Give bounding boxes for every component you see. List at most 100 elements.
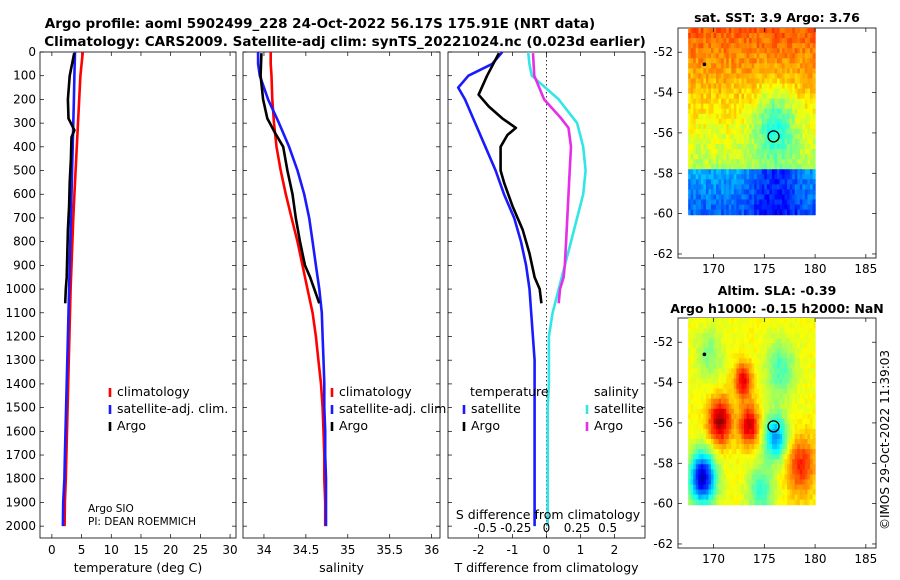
x-tick-label: 34.5: [293, 543, 320, 557]
x-axis-label: temperature (deg C): [74, 560, 203, 575]
y-tick-label: 2000: [5, 519, 36, 533]
y-tick-label: 1000: [5, 282, 36, 296]
map-x-tick-label: 180: [804, 552, 827, 566]
x-tick-label: 30: [222, 543, 237, 557]
legend-label: climatology: [117, 384, 190, 399]
series-line-s-argo: [531, 53, 573, 304]
side-credit: ©IMOS 29-Oct-2022 11:39:03: [878, 350, 892, 530]
series-line-climatology: [63, 51, 85, 527]
legend-label: satellite: [594, 401, 644, 416]
difference-panel: -2 -1 0 1 2 T difference from climatology -0.5…: [447, 51, 646, 575]
sst-map-panel: 170 175 180 185 -52 -54 -56 -58 -60 -62 sat. SST: …: [653, 10, 877, 276]
legend-label: satellite: [471, 401, 521, 416]
y-tick-label: 1300: [5, 353, 36, 367]
y-tick-label: 600: [13, 187, 36, 201]
x-tick-label: -2: [473, 543, 485, 557]
map-y-tick-label: -58: [653, 456, 673, 470]
y-tick-label: 800: [13, 235, 36, 249]
map-y-tick-label: -52: [653, 45, 673, 59]
series-line-s-satellite: [526, 51, 587, 527]
map-x-tick-label: 170: [702, 552, 725, 566]
previous-position-marker: [702, 352, 707, 357]
x-tick-label: 10: [104, 543, 119, 557]
y-tick-label: 500: [13, 164, 36, 178]
y-tick-label: 1400: [5, 377, 36, 391]
x-tick-label: 2: [611, 543, 619, 557]
salinity-panel: 34 34.5 35 35.5 36 salinity climatology satelli…: [242, 51, 450, 575]
sla-map-title-1: Altim. SLA: -0.39: [718, 283, 837, 298]
y-tick-label: 1700: [5, 448, 36, 462]
y-tick-label: 1800: [5, 472, 36, 486]
series-line-satellite-adj-clim-: [61, 51, 77, 527]
y-tick-label: 100: [13, 69, 36, 83]
temperature-panel: 0 5 10 15 20 25 30 temperature (deg C) 0 100 200 30…: [5, 45, 237, 575]
credit-line2: PI: DEAN ROEMMICH: [88, 516, 196, 528]
legend-label: satellite-adj. clim.: [339, 401, 450, 416]
credit-line1: Argo SIO: [88, 503, 134, 515]
y-tick-label: 200: [13, 92, 36, 106]
s-tick-label: -0.25: [500, 521, 531, 535]
map-field: [688, 28, 816, 216]
x-tick-label: 34: [256, 543, 271, 557]
map-y-tick-label: -52: [653, 335, 673, 349]
map-y-tick-label: -54: [653, 376, 673, 390]
x-tick-label: 0: [543, 543, 551, 557]
y-tick-label: 0: [28, 45, 36, 59]
legend-label: satellite-adj. clim.: [117, 401, 228, 416]
legend-label: Argo: [594, 418, 623, 433]
x-axis-label: T difference from climatology: [453, 560, 639, 575]
legend-label: Argo: [471, 418, 500, 433]
s-tick-label: 0.5: [598, 521, 617, 535]
map-x-tick-label: 185: [854, 262, 877, 276]
map-y-tick-label: -54: [653, 86, 673, 100]
header-line1: Argo profile: aoml 5902499_228 24-Oct-20…: [45, 16, 595, 32]
series-line-satellite-adj-clim-: [256, 52, 328, 527]
map-y-tick-label: -56: [653, 416, 673, 430]
map-x-tick-label: 170: [702, 262, 725, 276]
y-tick-label: 900: [13, 258, 36, 272]
map-x-tick-label: 185: [854, 552, 877, 566]
x-tick-label: 35.5: [376, 543, 403, 557]
legend-title-salinity: salinity: [594, 384, 639, 399]
x-tick-label: -1: [507, 543, 519, 557]
x-tick-label: 25: [193, 543, 208, 557]
map-y-tick-label: -62: [653, 247, 673, 261]
legend-label: Argo: [117, 418, 146, 433]
s-tick-label: -0.5: [474, 521, 497, 535]
map-x-tick-label: 180: [804, 262, 827, 276]
y-tick-label: 1100: [5, 306, 36, 320]
header-line2: Climatology: CARS2009. Satellite-adj cli…: [44, 34, 646, 50]
y-tick-label: 400: [13, 140, 36, 154]
map-x-tick-label: 175: [753, 262, 776, 276]
y-tick-label: 1500: [5, 401, 36, 415]
y-tick-label: 1900: [5, 495, 36, 509]
y-tick-label: 300: [13, 116, 36, 130]
x-tick-label: 0: [48, 543, 56, 557]
x-axis-label: salinity: [319, 560, 364, 575]
s-axis-label: S difference from climatology: [456, 507, 641, 522]
plot-frame: [242, 51, 441, 539]
s-tick-label: 0: [543, 521, 551, 535]
x-tick-label: 15: [133, 543, 148, 557]
y-tick-label: 1600: [5, 424, 36, 438]
y-tick-label: 1200: [5, 329, 36, 343]
map-x-tick-label: 175: [753, 552, 776, 566]
y-tick-label: 700: [13, 211, 36, 225]
map-y-tick-label: -62: [653, 537, 673, 551]
legend-title-temperature: temperature: [470, 384, 549, 399]
x-tick-label: 36: [424, 543, 439, 557]
series-line-argo: [63, 52, 76, 304]
x-tick-label: 5: [78, 543, 86, 557]
float-position-marker: [767, 420, 780, 433]
sla-map-title-2: Argo h1000: -0.15 h2000: NaN: [670, 301, 884, 316]
map-y-tick-label: -60: [653, 207, 673, 221]
x-tick-label: 35: [340, 543, 355, 557]
x-tick-label: 1: [577, 543, 585, 557]
legend-label: Argo: [339, 418, 368, 433]
map-y-tick-label: -58: [653, 166, 673, 180]
map-y-tick-label: -56: [653, 126, 673, 140]
map-y-tick-label: -60: [653, 497, 673, 511]
legend-label: climatology: [339, 384, 412, 399]
sst-map-title: sat. SST: 3.9 Argo: 3.76: [694, 10, 860, 25]
